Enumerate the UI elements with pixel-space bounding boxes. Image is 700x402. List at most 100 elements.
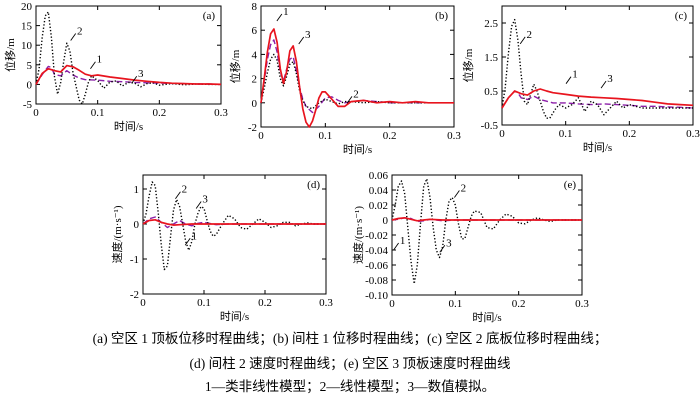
y-tick-label: -0.5	[481, 120, 499, 132]
series-1-line	[260, 28, 454, 128]
x-tick-label: 0.3	[447, 130, 461, 142]
series-annotation-label: 2	[461, 183, 467, 195]
x-tick-label: 0.3	[214, 107, 228, 119]
annotation-leader	[195, 201, 202, 209]
y-tick-label: 5	[27, 60, 33, 72]
y-tick-label: 2	[252, 74, 258, 86]
series-annotation-label: 3	[138, 68, 144, 80]
x-tick-label: 0.1	[559, 128, 573, 140]
y-tick-label: -5	[23, 99, 33, 111]
x-axis-label: 时间/s	[583, 141, 612, 154]
panel-label: (c)	[675, 10, 688, 22]
series-annotation-label: 3	[305, 29, 311, 41]
figure-caption-line-3: 1—类非线性模型；2—线性模型；3—数值模拟。	[204, 379, 496, 394]
y-tick-label: 1.5	[484, 52, 498, 64]
series-2-line	[501, 18, 693, 119]
figure-caption-line-2: (d) 间柱 2 速度时程曲线；(e) 空区 3 顶板速度时程曲线	[189, 356, 511, 371]
y-tick-label: -1	[130, 254, 139, 266]
annotation-leader	[565, 76, 572, 84]
y-tick-label: 2.5	[484, 18, 498, 30]
plot-frame	[260, 5, 455, 128]
annotation-leader	[276, 13, 283, 22]
y-tick-label: 0	[252, 98, 258, 110]
y-tick-label: 15	[21, 21, 33, 33]
x-tick-label: 0.2	[258, 297, 272, 309]
y-tick-label: 1	[134, 184, 140, 196]
x-axis-label: 时间/s	[220, 310, 249, 323]
y-tick-label: 0.5	[484, 86, 498, 98]
annotation-leader	[393, 242, 399, 251]
y-tick-label: -2	[130, 289, 139, 301]
y-axis-label: 速度/(m·s⁻¹)	[351, 206, 365, 264]
series-1-line	[142, 218, 326, 226]
x-tick-label: 0.3	[575, 298, 589, 310]
panel-label: (d)	[307, 179, 320, 191]
y-tick-label: 4	[252, 49, 258, 61]
series-annotation-label: 2	[77, 25, 83, 37]
annotation-leader	[439, 244, 446, 253]
plot-frame	[35, 5, 222, 105]
y-tick-label: 0.04	[369, 185, 389, 197]
x-tick-label: 0.3	[686, 128, 700, 140]
y-tick-label: 0	[383, 215, 389, 227]
y-tick-label: -0.10	[365, 290, 388, 302]
series-annotation-label: 3	[607, 73, 613, 85]
y-axis-label: 位移/m	[228, 49, 242, 83]
annotation-leader	[454, 190, 460, 198]
panel-label: (e)	[564, 179, 577, 191]
series-annotation-label: 2	[526, 29, 532, 41]
y-tick-label: -0.02	[365, 230, 388, 242]
series-annotation-label: 3	[202, 194, 208, 206]
y-tick-label: -0.04	[365, 245, 388, 257]
y-tick-label: 0	[134, 219, 140, 231]
series-annotation-label: 1	[191, 230, 197, 242]
x-tick-label: 0	[499, 128, 505, 140]
y-tick-label: 6	[252, 25, 258, 37]
y-tick-label: -2	[248, 122, 257, 134]
x-tick-label: 0.2	[152, 107, 166, 119]
x-tick-label: 0.1	[197, 297, 211, 309]
panel-label: (a)	[203, 10, 216, 22]
y-tick-label: 0.02	[369, 200, 388, 212]
x-axis-label: 时间/s	[472, 311, 501, 324]
series-annotation-label: 2	[353, 88, 359, 100]
annotation-leader	[175, 191, 181, 199]
plot-frame	[391, 174, 583, 296]
y-axis-label: 速度/(m·s⁻¹)	[110, 205, 124, 263]
plot-frame	[142, 174, 327, 295]
chart-panel-c: 0 0.1 0.2 0.3 -0.5 0.5 1.5 2.5 2 1 3 (c) 时间/s 位移/m	[461, 5, 700, 154]
x-tick-label: 0.2	[622, 128, 636, 140]
chart-panel-e: 0 0.1 0.2 0.3 -0.10 -0.08 -0.06 -0.04 -0.02 0 0.02…	[351, 170, 589, 324]
y-tick-label: -0.06	[365, 260, 388, 272]
series-3-line	[501, 90, 694, 109]
annotation-leader	[346, 96, 353, 104]
x-tick-label: 0.1	[91, 107, 105, 119]
series-2-line	[391, 178, 582, 285]
series-annotation-label: 1	[97, 54, 103, 66]
x-tick-label: 0	[389, 298, 395, 310]
y-axis-label: 位移/m	[461, 48, 475, 82]
series-annotation-label: 2	[182, 184, 188, 196]
y-tick-label: -0.08	[365, 275, 388, 287]
annotation-leader	[131, 75, 138, 84]
series-1-line	[391, 216, 582, 222]
series-annotation-label: 1	[283, 6, 289, 18]
series-annotation-label: 1	[400, 235, 406, 247]
x-tick-label: 0.1	[318, 130, 332, 142]
chart-panel-d: 0 0.1 0.2 0.3 -2 -1 0 1 2 3 1 (d) 时间/s 速度/(m·s⁻¹)	[110, 174, 333, 323]
x-tick-label: 0.1	[448, 298, 462, 310]
series-3-line	[142, 216, 326, 229]
figure-caption-line-1: (a) 空区 1 顶板位移时程曲线；(b) 间柱 1 位移时程曲线；(c) 空区…	[92, 331, 608, 346]
x-tick-label: 0	[258, 130, 264, 142]
y-tick-label: 20	[21, 1, 33, 13]
series-2-line	[35, 11, 221, 105]
x-tick-label: 0.2	[512, 298, 526, 310]
annotation-leader	[184, 237, 191, 246]
series-2-line	[260, 53, 454, 110]
series-annotation-label: 1	[572, 69, 578, 81]
annotation-leader	[600, 80, 607, 89]
x-tick-label: 0	[33, 107, 39, 119]
series-2-line	[142, 181, 326, 271]
annotation-leader	[90, 61, 96, 69]
